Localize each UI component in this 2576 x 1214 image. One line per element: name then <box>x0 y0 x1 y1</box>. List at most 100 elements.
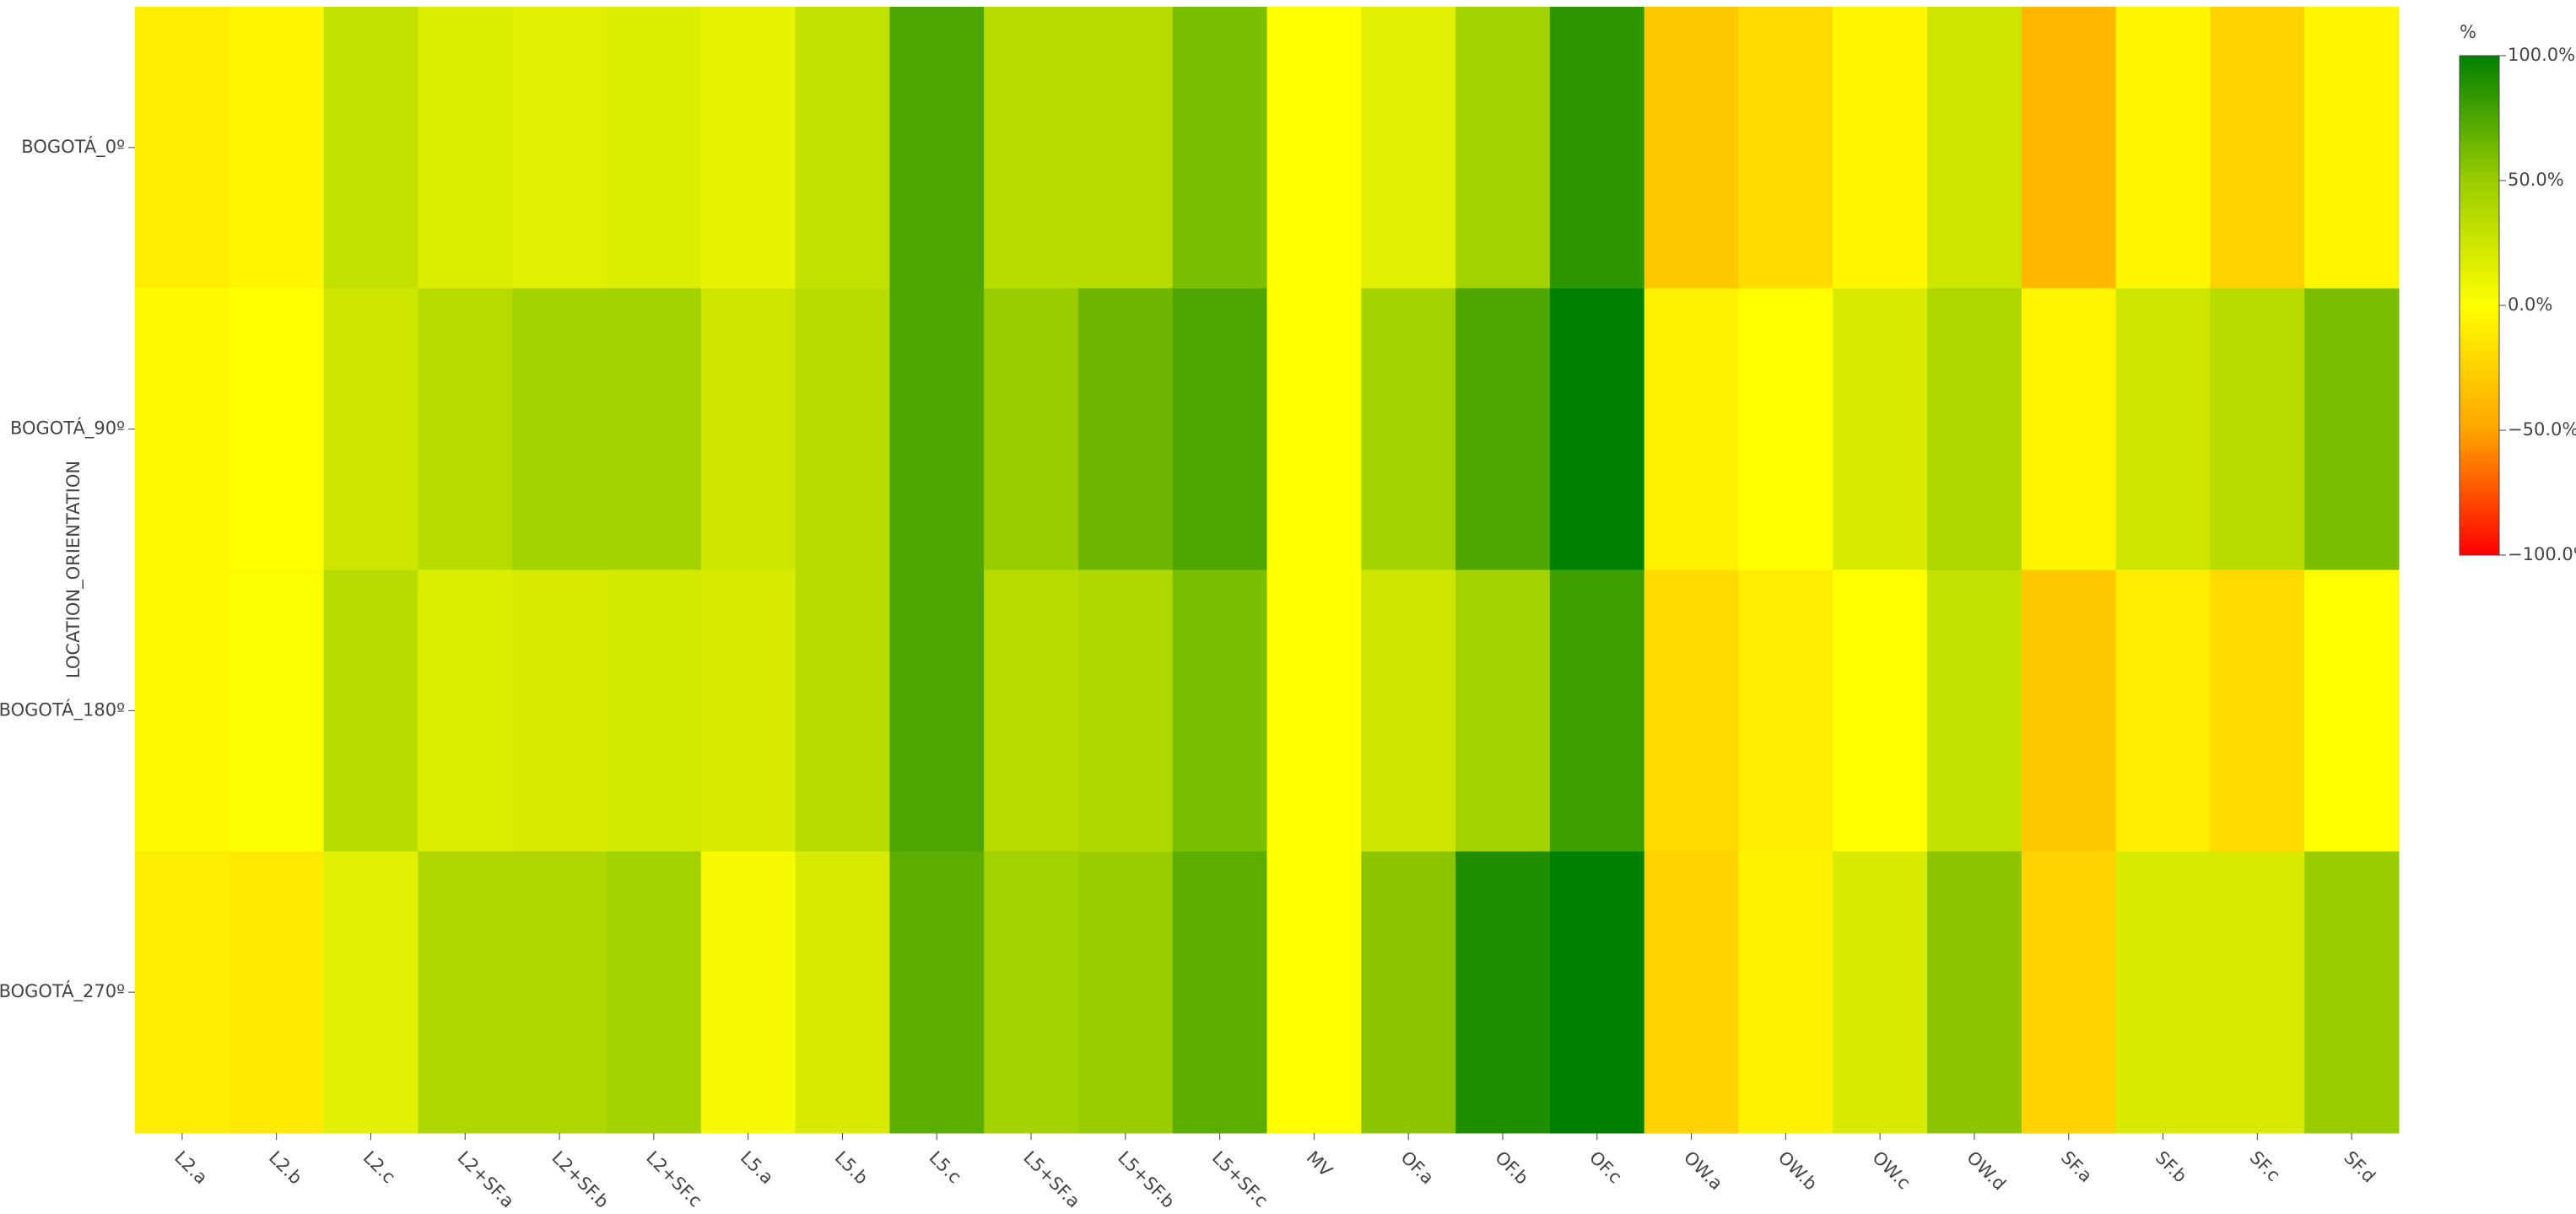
heatmap-cell <box>1549 288 1645 570</box>
heatmap-cell <box>984 569 1079 852</box>
heatmap-cell <box>1172 569 1267 852</box>
x-tick-label: L5+SF.c <box>1208 1147 1272 1211</box>
heatmap-cell <box>984 7 1079 289</box>
heatmap-cell <box>1833 7 1928 289</box>
x-tick-label: SF.b <box>2152 1147 2191 1187</box>
heatmap-cell <box>1738 569 1833 852</box>
x-tick-label: L2+SF.c <box>642 1147 706 1211</box>
heatmap-cell <box>418 288 513 570</box>
heatmap-cell <box>1172 288 1267 570</box>
heatmap-cell <box>1833 851 1928 1134</box>
heatmap-cell <box>1077 7 1174 289</box>
heatmap-cell <box>1927 851 2022 1134</box>
heatmap-cell <box>1738 7 1833 289</box>
heatmap-cell <box>418 851 513 1134</box>
x-tick-label: OW.d <box>1963 1147 2010 1195</box>
heatmap-cell <box>1361 569 1456 852</box>
heatmap-cell <box>1077 569 1174 852</box>
x-tick-label: L2+SF.a <box>453 1147 518 1212</box>
x-tick-label: OW.b <box>1774 1147 1822 1195</box>
heatmap-cell <box>2304 851 2400 1134</box>
heatmap-cell <box>1172 851 1267 1134</box>
heatmap-cell <box>418 7 513 289</box>
heatmap-cell <box>1455 7 1551 289</box>
heatmap-cell <box>606 7 702 289</box>
x-tick-label: OF.b <box>1491 1147 1532 1189</box>
x-tick-label: L5.b <box>831 1147 872 1189</box>
heatmap-cell <box>1172 7 1267 289</box>
heatmap-cell <box>795 7 890 289</box>
heatmap-cell <box>889 288 985 570</box>
heatmap-cell <box>323 288 419 570</box>
heatmap-cell <box>323 851 419 1134</box>
heatmap-cell <box>889 851 985 1134</box>
colorbar-tick-label: 50.0% <box>2508 170 2564 190</box>
colorbar-tick-label: −50.0% <box>2508 419 2576 440</box>
heatmap-cell <box>1644 7 1739 289</box>
heatmap-cell <box>2115 569 2211 852</box>
x-tick-label: MV <box>1303 1147 1337 1181</box>
heatmap-cell <box>700 569 797 852</box>
heatmap-cell <box>1455 288 1551 570</box>
heatmap-cell <box>1644 288 1739 570</box>
heatmap-cell <box>1266 7 1362 289</box>
heatmap-cell <box>1927 288 2022 570</box>
y-tick-label: BOGOTÁ_270º <box>0 980 125 1002</box>
heatmap-cell <box>2304 288 2400 570</box>
heatmap-cell <box>984 288 1079 570</box>
x-tick-label: OW.a <box>1680 1147 1726 1194</box>
heatmap-cell <box>2021 851 2117 1134</box>
heatmap-cell <box>229 7 325 289</box>
colorbar-tick-label: −100.0% <box>2508 544 2576 564</box>
heatmap-cell <box>700 7 797 289</box>
heatmap-cell <box>2210 569 2305 852</box>
heatmap-cell <box>323 7 419 289</box>
heatmap-cell <box>1549 7 1645 289</box>
heatmap-cell <box>1738 851 1833 1134</box>
heatmap-cell <box>135 851 230 1134</box>
heatmap-cell <box>984 851 1079 1134</box>
heatmap-cell <box>889 7 985 289</box>
heatmap-cell <box>2304 569 2400 852</box>
heatmap-cell <box>512 851 608 1134</box>
heatmap-cell <box>2021 569 2117 852</box>
x-tick-label: L5+SF.b <box>1114 1147 1179 1212</box>
heatmap-cell <box>1738 288 1833 570</box>
heatmap-cell <box>1549 851 1645 1134</box>
heatmap-cell <box>1361 288 1456 570</box>
heatmap-cell <box>1077 288 1174 570</box>
colorbar-tick-label: 0.0% <box>2508 294 2552 315</box>
heatmap-cell <box>229 569 325 852</box>
heatmap-cell <box>1927 569 2022 852</box>
x-tick-label: L2.a <box>170 1147 212 1189</box>
x-tick-label: OW.c <box>1868 1147 1914 1194</box>
heatmap-cell <box>2210 7 2305 289</box>
heatmap-cell <box>795 288 890 570</box>
heatmap-cell <box>2210 851 2305 1134</box>
y-tick-label: BOGOTÁ_0º <box>21 136 125 158</box>
heatmap-cell <box>889 569 985 852</box>
heatmap-cell <box>1644 569 1739 852</box>
heatmap-cell <box>700 288 797 570</box>
heatmap-cell <box>1266 569 1362 852</box>
heatmap-cell <box>2304 7 2400 289</box>
heatmap-cell <box>323 569 419 852</box>
heatmap-cell <box>2115 851 2211 1134</box>
x-tick-label: SF.d <box>2340 1147 2379 1187</box>
heatmap-cell <box>1644 851 1739 1134</box>
heatmap-cell <box>135 569 230 852</box>
heatmap-cell <box>512 288 608 570</box>
heatmap-cell <box>1833 288 1928 570</box>
heatmap-cell <box>2115 7 2211 289</box>
heatmap-cell <box>229 288 325 570</box>
heatmap-cell <box>229 851 325 1134</box>
heatmap-cell <box>2210 288 2305 570</box>
heatmap-cell <box>795 569 890 852</box>
heatmap-cell <box>2021 7 2117 289</box>
heatmap-cell <box>606 569 702 852</box>
colorbar-tick-label: 100.0% <box>2508 45 2575 65</box>
heatmap-cell <box>1455 851 1551 1134</box>
heatmap-cell <box>1455 569 1551 852</box>
heatmap-cell <box>512 7 608 289</box>
